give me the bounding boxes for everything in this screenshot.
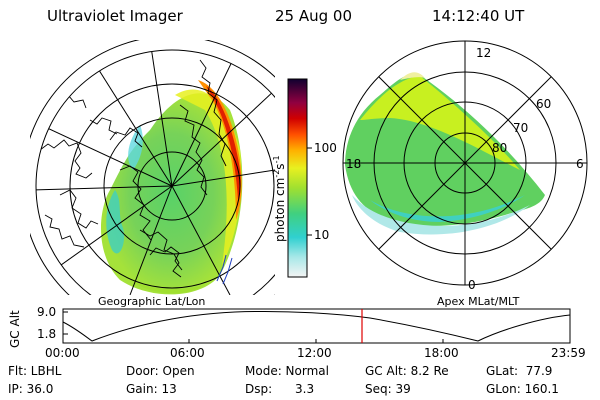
alt-xtick-0600: 06:00: [170, 346, 205, 360]
mlat-label-60: 60: [536, 97, 552, 111]
unit-s: s: [273, 163, 287, 170]
mlat-label-70: 70: [513, 121, 529, 135]
altitude-curve: [62, 310, 571, 342]
mlt-label-6: 6: [576, 157, 584, 171]
time-label: 14:12:40 UT: [432, 7, 525, 25]
status-gc-alt: GC Alt: 8.2 Re: [365, 364, 449, 378]
status-gain: Gain: 13: [126, 382, 177, 396]
unit-exp-1: -2: [272, 169, 281, 178]
colorbar: [287, 78, 312, 278]
status-ip: IP: 36.0: [8, 382, 54, 396]
colorbar-tick-10: 10: [314, 228, 330, 242]
altitude-plot: [62, 308, 571, 344]
alt-xtick-1800: 18:00: [424, 346, 459, 360]
status-glat: GLat: 77.9: [486, 364, 553, 378]
apex-polar-plot: [342, 40, 588, 286]
geo-caption: Geographic Lat/Lon: [98, 295, 206, 308]
status-seq: Seq: 39: [365, 382, 411, 396]
status-door: Door: Open: [126, 364, 195, 378]
mlt-label-18: 18: [346, 157, 362, 171]
alt-ytick-1-8: 1.8: [37, 327, 57, 341]
alt-xtick-2359: 23:59: [551, 346, 586, 360]
unit-exp-2: -1: [272, 155, 281, 164]
alt-xtick-0000: 00:00: [45, 346, 80, 360]
mlat-label-80: 80: [492, 141, 508, 155]
apex-caption: Apex MLat/MLT: [437, 295, 520, 308]
instrument-title: Ultraviolet Imager: [47, 7, 183, 25]
status-glon: GLon: 160.1: [486, 382, 559, 396]
mlt-label-0: 0: [468, 278, 476, 292]
date-label: 25 Aug 00: [275, 7, 352, 25]
colorbar-unit-label: photon cm-2s-1: [272, 155, 287, 242]
colorbar-tick-100: 100: [314, 141, 337, 155]
unit-text: photon cm: [273, 177, 287, 242]
altitude-ylabel: GC Alt: [8, 310, 22, 348]
status-filter: Flt: LBHL: [8, 364, 62, 378]
alt-xtick-1200: 12:00: [297, 346, 332, 360]
alt-ytick-9: 9.0: [37, 305, 57, 319]
mlt-label-12: 12: [476, 46, 492, 60]
geographic-map: [30, 40, 275, 295]
status-dsp: Dsp: 3.3: [245, 382, 315, 396]
status-mode: Mode: Normal: [245, 364, 329, 378]
